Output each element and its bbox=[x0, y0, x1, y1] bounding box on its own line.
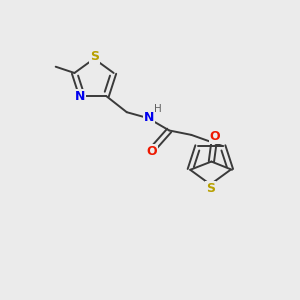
Text: O: O bbox=[210, 130, 220, 143]
Text: S: S bbox=[206, 182, 215, 195]
Text: N: N bbox=[144, 111, 154, 124]
Text: S: S bbox=[90, 50, 99, 63]
Text: O: O bbox=[146, 145, 157, 158]
Text: H: H bbox=[154, 104, 162, 114]
Text: N: N bbox=[75, 90, 86, 103]
